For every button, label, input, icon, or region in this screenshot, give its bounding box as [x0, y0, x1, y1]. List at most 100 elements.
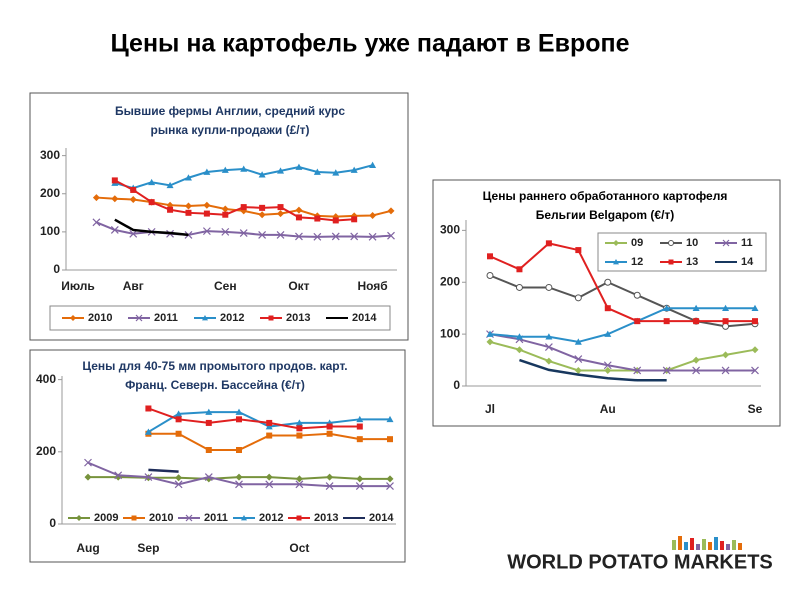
y-tick-label: 200 [36, 444, 56, 458]
point [129, 195, 137, 203]
point [235, 473, 243, 481]
legend-marker [131, 515, 137, 521]
point [692, 366, 701, 375]
point [296, 425, 303, 432]
point [369, 211, 377, 219]
y-tick-label: 200 [440, 274, 460, 288]
point [326, 430, 333, 437]
point [387, 207, 395, 215]
point [387, 231, 395, 240]
legend-label: 2013 [286, 312, 310, 324]
legend-label: 2011 [204, 512, 228, 524]
point [752, 318, 758, 325]
y-tick-label: 300 [440, 223, 460, 237]
point [205, 419, 212, 426]
point [296, 432, 303, 439]
point [325, 482, 334, 491]
point [114, 471, 123, 480]
legend-label: 2014 [369, 512, 394, 524]
legend-label: 2012 [220, 312, 244, 324]
series-line [148, 407, 360, 430]
legend-label: 2009 [94, 512, 118, 524]
point [515, 283, 523, 291]
legend-label: 12 [631, 256, 643, 268]
point [356, 436, 363, 443]
point [236, 416, 242, 423]
point [386, 415, 394, 423]
point [574, 355, 583, 363]
point [487, 253, 493, 260]
point [604, 366, 612, 374]
point [265, 473, 273, 481]
point [203, 210, 210, 217]
legend-marker [722, 239, 730, 247]
point [663, 318, 670, 325]
slide-title: Цены на картофель уже падают в Европе [110, 30, 629, 58]
point [240, 165, 248, 172]
legend-label: 11 [741, 237, 753, 249]
point [634, 318, 641, 325]
point [722, 351, 730, 359]
chart-frame [29, 349, 406, 563]
legend-label: 2012 [259, 512, 283, 524]
chart-title: рынка купли-продажи (£/т) [151, 123, 310, 137]
point [369, 161, 377, 168]
point [276, 231, 285, 239]
point [258, 211, 266, 219]
legend-marker [668, 259, 674, 265]
point [332, 217, 339, 224]
point [92, 218, 101, 227]
legend-marker [268, 315, 274, 321]
point [222, 211, 229, 218]
legend-label: 10 [686, 237, 698, 249]
y-tick-label: 300 [40, 148, 60, 162]
point [486, 330, 494, 337]
point [332, 169, 340, 176]
point [486, 272, 494, 280]
point [295, 214, 302, 221]
point [545, 333, 553, 340]
point [515, 346, 523, 354]
point [350, 232, 359, 241]
point [175, 410, 183, 417]
point [313, 168, 321, 175]
point [575, 247, 582, 254]
point [574, 338, 582, 345]
legend-marker [241, 515, 247, 521]
point [486, 338, 494, 346]
point [240, 204, 247, 211]
point [259, 204, 266, 211]
chart-title: Цены раннего обработанного картофеля [483, 189, 728, 203]
x-tick-label: Авг [123, 279, 144, 293]
point [235, 480, 243, 489]
point [148, 199, 155, 206]
y-tick-label: 100 [440, 326, 460, 340]
x-tick-label: Нояб [357, 279, 387, 293]
x-tick-label: Jl [485, 402, 495, 416]
series-line [489, 333, 755, 372]
point [633, 291, 641, 299]
point [203, 168, 211, 175]
point [92, 194, 100, 202]
legend-marker [70, 315, 76, 321]
point [721, 366, 730, 375]
point [166, 181, 174, 189]
point [356, 475, 364, 483]
point [204, 473, 213, 481]
point [174, 480, 183, 489]
x-tick-label: Aug [76, 541, 99, 555]
legend-marker [135, 314, 143, 322]
point [604, 330, 612, 337]
series-line [489, 274, 756, 328]
point [574, 366, 582, 374]
point [148, 178, 156, 186]
legend-marker [296, 515, 302, 521]
point [313, 232, 322, 241]
point [202, 227, 211, 236]
point [326, 473, 334, 481]
point [545, 240, 552, 247]
point [175, 416, 182, 423]
point [751, 346, 759, 354]
legend-label: 14 [741, 256, 754, 268]
